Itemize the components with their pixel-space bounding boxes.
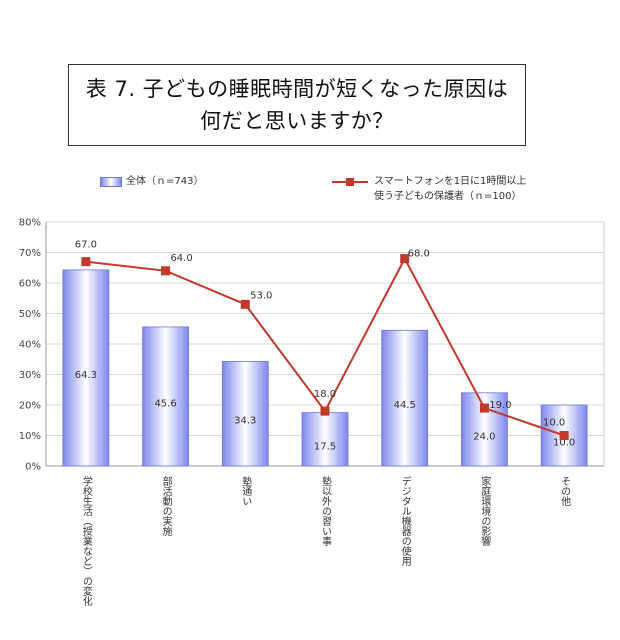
y-tick-label: 20% (19, 401, 41, 412)
chart-title-line-2: 何だと思いますか？ (200, 109, 394, 133)
y-tick-label: 70% (19, 248, 41, 259)
bar-value-label: 45.6 (154, 398, 176, 409)
line-marker (400, 254, 410, 264)
y-tick-label: 10% (19, 431, 41, 442)
bar (301, 412, 349, 467)
line-value-label: 68.0 (408, 249, 430, 260)
bar-value-label: 64.3 (75, 370, 97, 381)
legend-line-marker (332, 178, 368, 186)
line-value-label: 18.0 (314, 389, 336, 400)
legend-line-label: スマートフォンを1日に1時間以上 使う子どもの保護者（ｎ=100） (374, 176, 527, 202)
x-tick-label: 塾以外の習い事 (320, 475, 332, 546)
y-tick-label: 50% (19, 309, 41, 320)
y-tick-label: 60% (19, 279, 41, 290)
x-tick-label: 家庭環境の影響 (479, 475, 491, 547)
line-value-label: 19.0 (489, 400, 511, 411)
bar-value-label: 17.5 (314, 441, 336, 452)
y-tick-label: 30% (19, 370, 41, 381)
legend-bar-entry: 全体（ｎ=743） (100, 174, 310, 189)
bar-value-label: 44.5 (394, 400, 416, 411)
x-tick-label: 学校生活（授業など）の変化 (80, 475, 92, 606)
line-marker (320, 406, 330, 416)
bar (62, 269, 110, 467)
bar (142, 326, 189, 467)
y-tick-label: 80% (19, 218, 41, 229)
chart-title-box: 表 7. 子どもの睡眠時間が短くなった原因は 何だと思いますか？ (68, 64, 526, 146)
line-value-label: 53.0 (250, 290, 272, 301)
line-value-label: 64.0 (170, 253, 192, 264)
line-marker (240, 299, 250, 309)
x-tick-label: デジタル機器の使用 (399, 475, 411, 567)
bar (381, 329, 429, 467)
legend-line-entry: スマートフォンを1日に1時間以上 使う子どもの保護者（ｎ=100） (332, 174, 582, 204)
bar-value-label: 34.3 (234, 416, 256, 427)
bar-value-label: 10.0 (553, 438, 575, 449)
line-value-label: 67.0 (75, 240, 97, 251)
line-marker (161, 266, 171, 276)
legend-bar-swatch (100, 176, 122, 187)
bar (221, 360, 269, 467)
line-marker (559, 431, 569, 440)
line-marker (81, 257, 91, 267)
x-tick-label: 部活動の実施 (160, 475, 172, 537)
line-value-label: 10.0 (543, 418, 565, 429)
bar-value-label: 24.0 (473, 431, 495, 442)
chart-title-line-1: 表 7. 子どもの睡眠時間が短くなった原因は (85, 77, 509, 101)
x-tick-label: 塾通い (240, 475, 252, 506)
y-tick-label: 40% (19, 340, 41, 351)
legend-bar-label: 全体（ｎ=743） (126, 176, 204, 187)
line-marker (479, 403, 489, 413)
y-tick-label: 0% (25, 462, 41, 473)
x-tick-label: その他 (559, 476, 571, 507)
